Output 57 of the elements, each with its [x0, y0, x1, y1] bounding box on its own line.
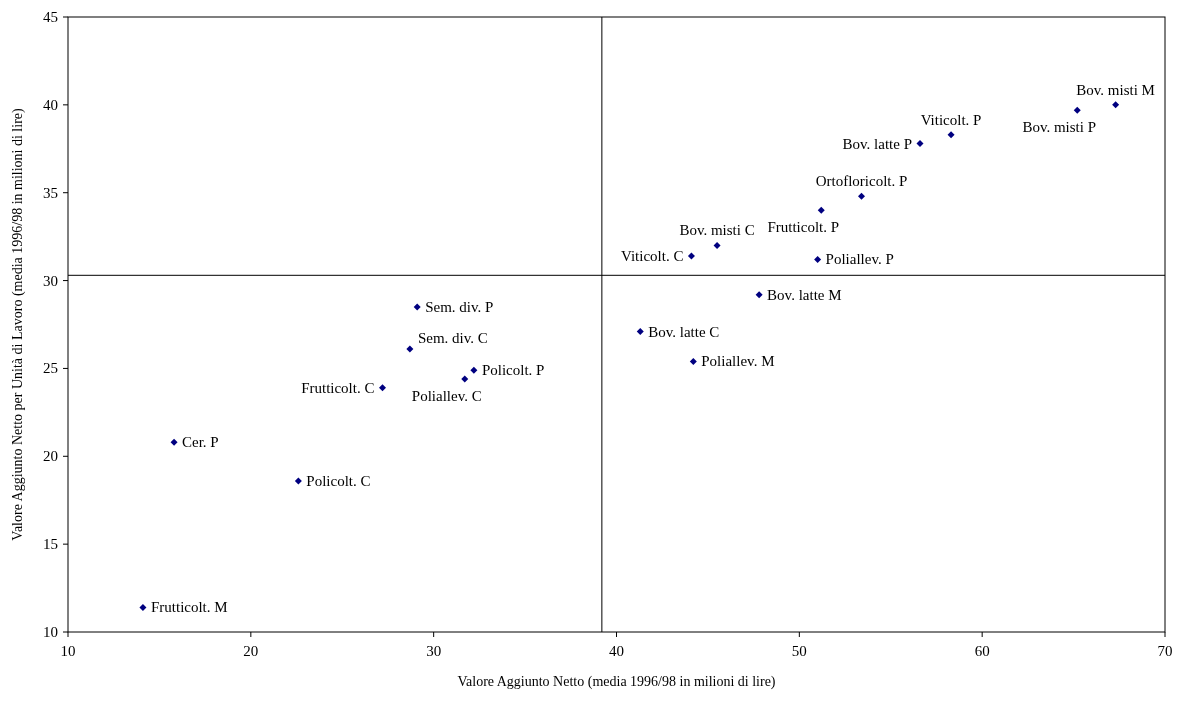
point — [814, 255, 822, 263]
point — [687, 252, 695, 260]
annotation: Ortofloricolt. P — [815, 173, 908, 190]
point — [947, 131, 955, 139]
annotation: Bov. misti M — [1076, 81, 1155, 98]
annotation: Bov. misti P — [1022, 119, 1097, 136]
point — [916, 140, 924, 148]
x-tick-label: 30 — [426, 643, 442, 659]
x-tick-label: 70 — [1157, 643, 1173, 659]
y-tick-label: 10 — [43, 624, 58, 640]
point — [294, 477, 302, 485]
annotation: Viticolt. C — [621, 247, 684, 264]
y-tick-label: 15 — [43, 536, 58, 553]
y-tick-label: 45 — [43, 9, 58, 25]
y-tick-label: 20 — [43, 448, 58, 465]
annotation: Bov. latte M — [767, 286, 842, 303]
point — [170, 438, 178, 446]
x-tick-label: 50 — [791, 643, 807, 659]
annotation: Bov. latte P — [842, 135, 912, 152]
annotation: Bov. misti C — [679, 222, 755, 239]
annotation: Policolt. C — [306, 472, 371, 489]
point — [713, 241, 721, 249]
point — [755, 291, 763, 299]
x-tick-label: 10 — [60, 643, 76, 659]
y-axis-title: Valore Aggiunto Netto per Unità di Lavoro (media 1996/98 in milioni di lire) — [10, 107, 26, 541]
x-tick-label: 60 — [974, 643, 990, 659]
point — [378, 384, 386, 392]
annotation: Cer. P — [182, 434, 219, 451]
point — [858, 192, 865, 200]
annotation: Poliallev. C — [411, 387, 482, 404]
annotation: Bov. latte C — [648, 323, 720, 340]
annotation: Frutticolt. M — [150, 599, 228, 616]
point — [689, 357, 697, 365]
annotation: Sem. div. P — [425, 298, 494, 315]
point — [817, 206, 825, 214]
point — [139, 603, 147, 611]
annotation: Poliallev. P — [825, 251, 894, 268]
point — [1073, 106, 1081, 114]
annotation: Frutticolt. P — [767, 219, 840, 236]
point — [406, 345, 414, 353]
x-tick-label: 20 — [243, 643, 259, 659]
x-axis-title: Valore Aggiunto Netto (media 1996/98 in milioni di lire) — [457, 674, 776, 690]
x-tick-label: 40 — [609, 643, 624, 659]
y-tick-label: 25 — [43, 360, 58, 377]
y-tick-label: 35 — [43, 184, 58, 201]
annotation: Policolt. P — [481, 362, 545, 379]
point — [1112, 101, 1120, 109]
annotation: Frutticolt. C — [301, 379, 375, 396]
annotation: Poliallev. M — [701, 353, 775, 370]
point — [461, 375, 469, 383]
point — [636, 328, 644, 336]
annotation: Viticolt. P — [920, 111, 982, 128]
point — [413, 303, 421, 311]
point — [470, 366, 478, 374]
annotation: Sem. div. C — [417, 330, 488, 347]
y-tick-label: 40 — [43, 96, 58, 113]
y-tick-label: 30 — [43, 272, 58, 289]
